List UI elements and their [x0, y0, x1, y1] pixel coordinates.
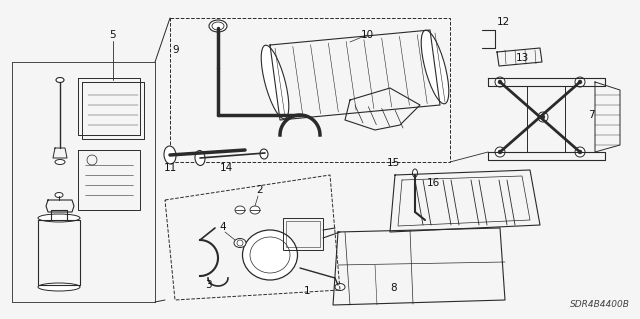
Text: 13: 13	[515, 53, 529, 63]
Bar	[527, 86, 565, 152]
Bar	[283, 218, 323, 250]
Ellipse shape	[250, 237, 290, 273]
Text: 9: 9	[173, 45, 179, 55]
Text: 7: 7	[588, 110, 595, 120]
Ellipse shape	[38, 214, 80, 222]
Circle shape	[498, 150, 502, 154]
Ellipse shape	[261, 45, 289, 119]
Ellipse shape	[195, 151, 205, 166]
Ellipse shape	[55, 192, 63, 197]
Circle shape	[575, 77, 585, 87]
Text: 15: 15	[387, 158, 399, 168]
Text: 5: 5	[109, 30, 116, 40]
Text: 3: 3	[205, 280, 211, 290]
Circle shape	[575, 147, 585, 157]
Text: 14: 14	[220, 163, 232, 173]
Ellipse shape	[421, 30, 449, 104]
Circle shape	[578, 150, 582, 154]
Bar	[286, 221, 320, 247]
Text: 8: 8	[390, 283, 397, 293]
Circle shape	[237, 240, 243, 246]
Ellipse shape	[38, 283, 80, 291]
Text: 12: 12	[497, 17, 509, 27]
Text: 2: 2	[257, 185, 263, 195]
Ellipse shape	[234, 239, 246, 248]
Circle shape	[498, 80, 502, 84]
Circle shape	[495, 147, 505, 157]
Ellipse shape	[335, 284, 345, 291]
Ellipse shape	[260, 149, 268, 159]
Ellipse shape	[55, 160, 65, 165]
Ellipse shape	[243, 230, 298, 280]
Ellipse shape	[209, 20, 227, 32]
Bar	[170, 18, 450, 162]
Ellipse shape	[250, 206, 260, 214]
Circle shape	[538, 112, 548, 122]
Ellipse shape	[164, 146, 176, 164]
Text: 10: 10	[360, 30, 374, 40]
Text: 11: 11	[163, 163, 177, 173]
Text: 16: 16	[426, 178, 440, 188]
Ellipse shape	[413, 169, 417, 177]
Ellipse shape	[212, 22, 224, 30]
Circle shape	[578, 80, 582, 84]
Text: 1: 1	[304, 286, 310, 296]
Text: 4: 4	[220, 222, 227, 232]
Circle shape	[495, 77, 505, 87]
Ellipse shape	[56, 78, 64, 83]
Text: SDR4B4400B: SDR4B4400B	[570, 300, 630, 309]
Circle shape	[541, 115, 545, 119]
Ellipse shape	[235, 206, 245, 214]
